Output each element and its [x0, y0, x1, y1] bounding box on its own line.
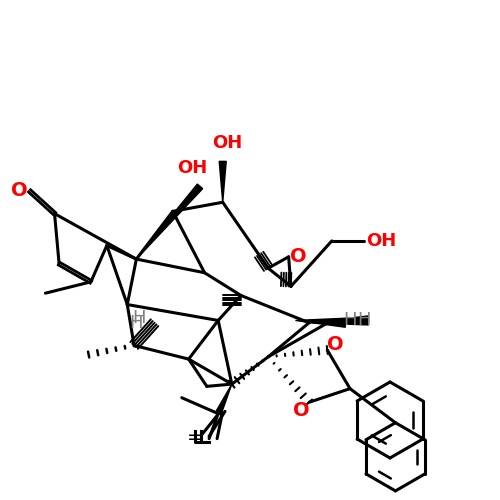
- Text: O: O: [11, 182, 28, 201]
- Polygon shape: [219, 162, 226, 202]
- Text: OH: OH: [366, 232, 397, 250]
- Text: OH: OH: [212, 134, 243, 152]
- Text: H: H: [357, 312, 370, 330]
- Text: O: O: [293, 401, 310, 420]
- Text: H: H: [130, 314, 143, 332]
- Polygon shape: [309, 316, 368, 325]
- Text: O: O: [290, 248, 307, 266]
- Polygon shape: [296, 318, 346, 327]
- Text: O: O: [327, 336, 344, 354]
- Text: =: =: [187, 428, 204, 446]
- Polygon shape: [216, 384, 232, 415]
- Text: H: H: [132, 309, 145, 327]
- Text: H: H: [343, 312, 356, 330]
- Text: OH: OH: [177, 160, 207, 178]
- Polygon shape: [136, 184, 202, 259]
